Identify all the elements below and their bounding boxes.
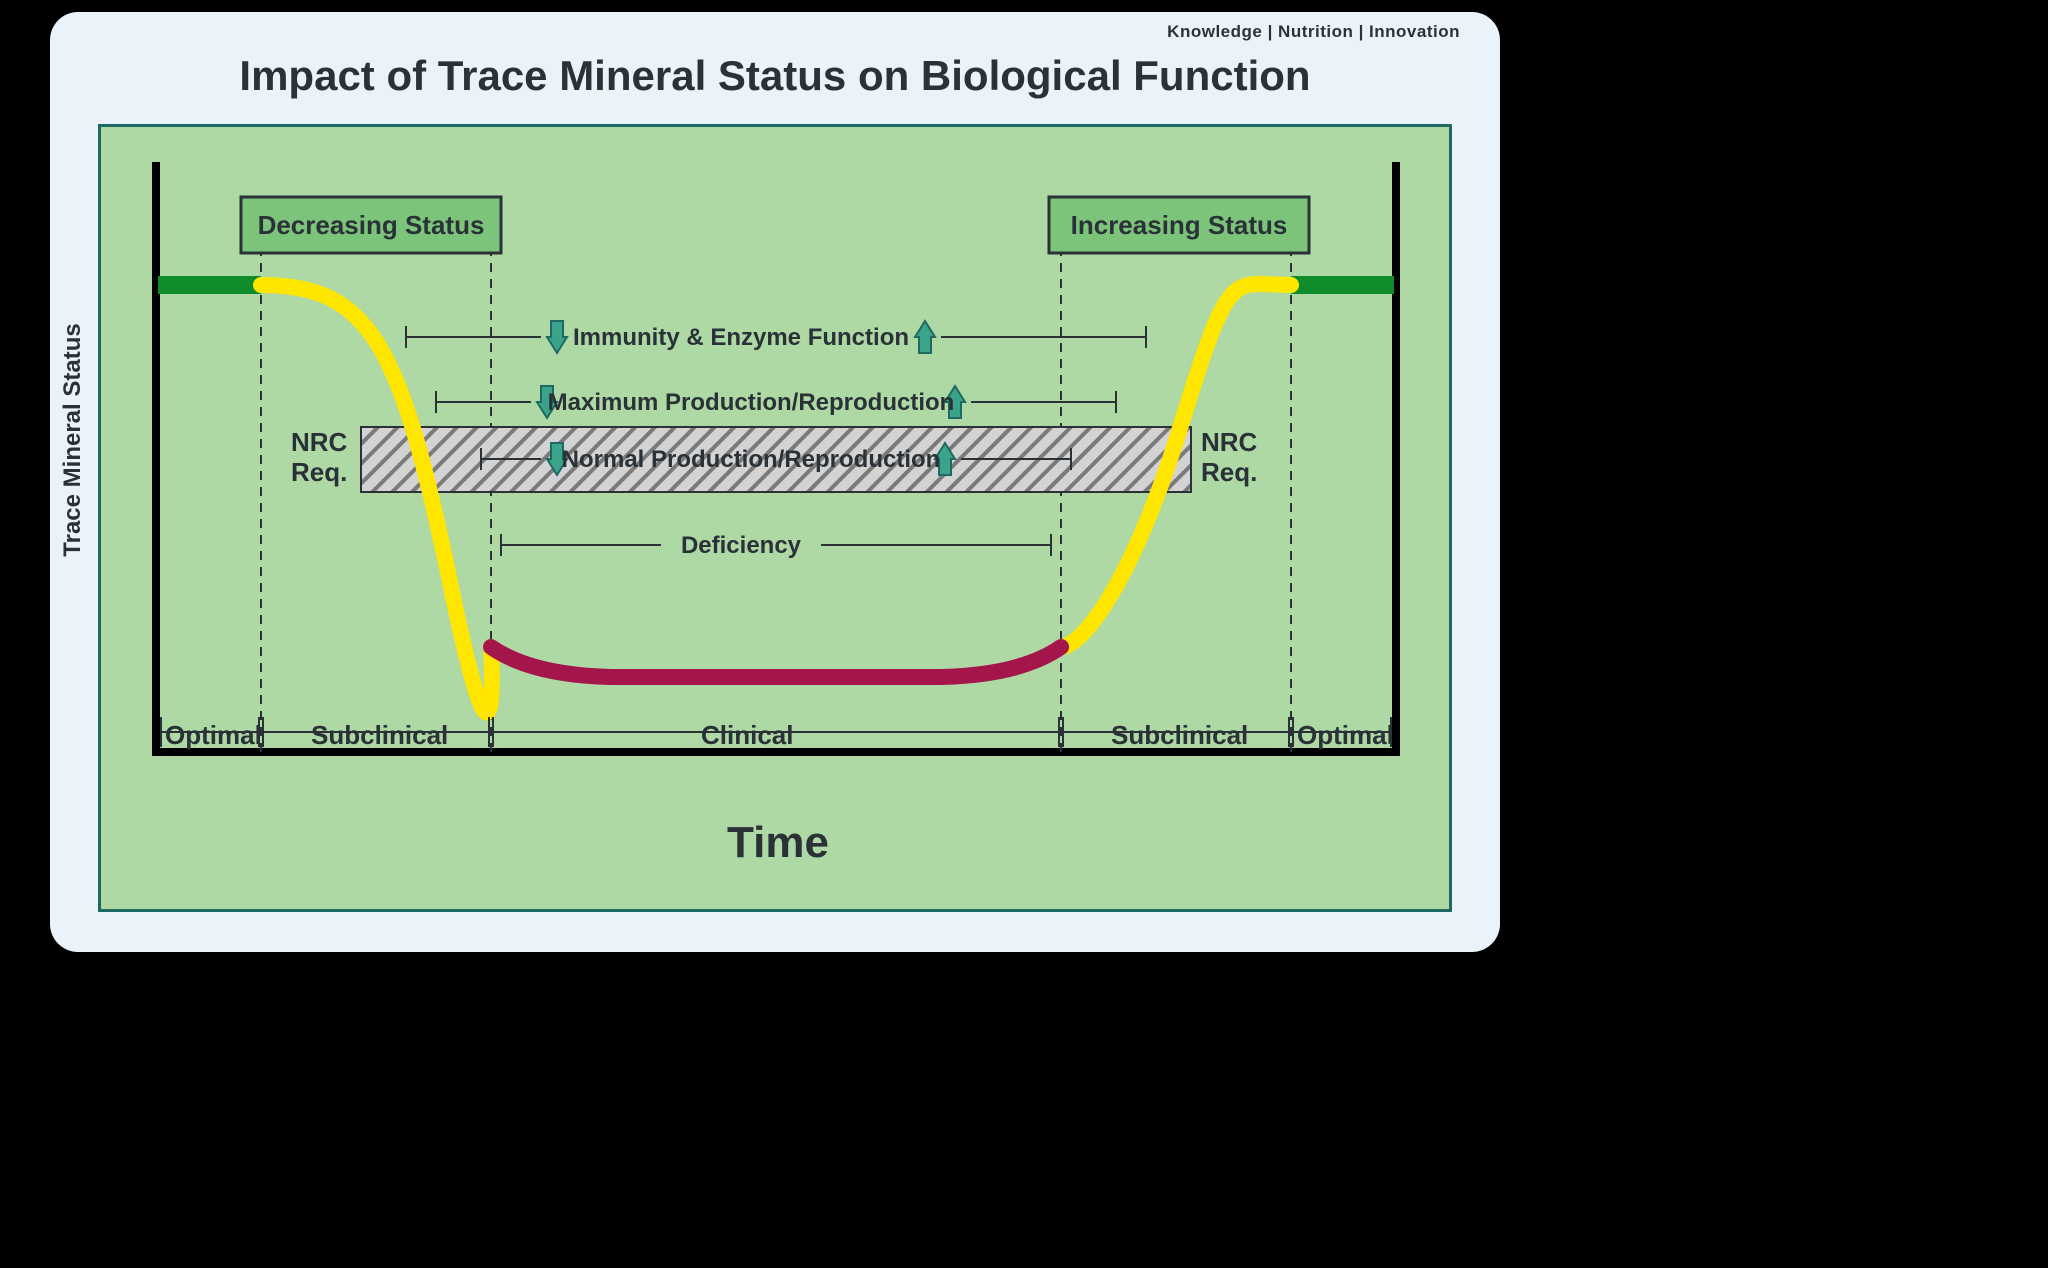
svg-text:Clinical: Clinical — [701, 720, 793, 750]
svg-text:NRC: NRC — [291, 427, 348, 457]
y-axis-label: Trace Mineral Status — [59, 323, 87, 556]
diagram-card: Knowledge | Nutrition | Innovation Impac… — [50, 12, 1500, 952]
tagline: Knowledge | Nutrition | Innovation — [1167, 22, 1460, 42]
svg-text:Optimal: Optimal — [1297, 720, 1394, 750]
svg-text:Optimal: Optimal — [165, 720, 262, 750]
stage: Knowledge | Nutrition | Innovation Impac… — [0, 0, 2048, 1268]
svg-text:Req.: Req. — [1201, 457, 1257, 487]
svg-text:Immunity & Enzyme Function: Immunity & Enzyme Function — [573, 324, 909, 351]
svg-text:Normal Production/Reproduction: Normal Production/Reproduction — [562, 446, 941, 473]
svg-text:Subclinical: Subclinical — [1111, 720, 1248, 750]
plot-area: Trace Mineral Status NRCReq.NRCReq.Decre… — [98, 124, 1452, 912]
svg-text:NRC: NRC — [1201, 427, 1258, 457]
svg-text:Subclinical: Subclinical — [311, 720, 448, 750]
svg-text:Deficiency: Deficiency — [681, 532, 802, 559]
svg-text:Time: Time — [727, 818, 829, 867]
svg-text:Increasing Status: Increasing Status — [1071, 210, 1288, 240]
svg-text:Decreasing Status: Decreasing Status — [258, 210, 485, 240]
svg-text:Req.: Req. — [291, 457, 347, 487]
plot-svg: NRCReq.NRCReq.Decreasing StatusIncreasin… — [101, 127, 1455, 915]
chart-title: Impact of Trace Mineral Status on Biolog… — [50, 52, 1500, 100]
svg-text:Maximum Production/Reproductio: Maximum Production/Reproduction — [548, 389, 955, 416]
